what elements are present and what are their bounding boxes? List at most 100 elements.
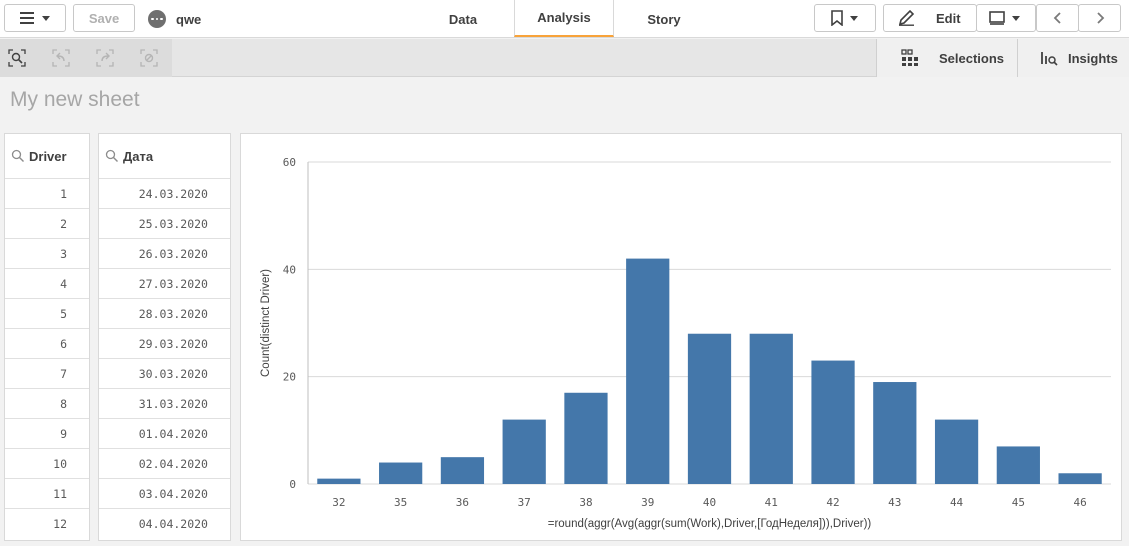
- x-tick-label: 40: [703, 496, 716, 509]
- global-menu-button[interactable]: [4, 4, 66, 32]
- date-pane-title: Дата: [123, 148, 154, 164]
- chart-bar[interactable]: [749, 333, 793, 484]
- x-tick-label: 38: [579, 496, 592, 509]
- selections-grid-icon: [901, 49, 918, 66]
- edit-label: Edit: [936, 10, 961, 26]
- list-item[interactable]: 28.03.2020: [99, 298, 230, 328]
- x-tick-label: 32: [332, 496, 345, 509]
- x-tick-label: 39: [641, 496, 654, 509]
- insights-icon: [1041, 52, 1058, 66]
- chart-bar[interactable]: [379, 462, 423, 484]
- y-axis-title: Count(distinct Driver): [260, 269, 272, 377]
- x-tick-label: 36: [456, 496, 469, 509]
- list-item[interactable]: 7: [5, 358, 89, 388]
- bookmarks-button[interactable]: [814, 4, 876, 32]
- edit-button[interactable]: Edit: [883, 4, 977, 32]
- selection-toolbar: Selections Insights: [0, 39, 1129, 77]
- list-item[interactable]: 31.03.2020: [99, 388, 230, 418]
- app-more-icon: [148, 10, 166, 28]
- list-item[interactable]: 30.03.2020: [99, 358, 230, 388]
- chart-bar[interactable]: [873, 382, 917, 484]
- list-item[interactable]: 29.03.2020: [99, 328, 230, 358]
- insights-label: Insights: [1068, 50, 1118, 66]
- chart-bar[interactable]: [1058, 473, 1102, 484]
- list-item[interactable]: 26.03.2020: [99, 238, 230, 268]
- y-tick-label: 60: [283, 156, 296, 169]
- y-tick-label: 0: [289, 478, 296, 491]
- clear-selections-icon[interactable]: [140, 49, 158, 67]
- bookmark-icon: [831, 10, 858, 26]
- pencil-icon: [898, 10, 915, 26]
- list-item[interactable]: 9: [5, 418, 89, 448]
- list-item[interactable]: 01.04.2020: [99, 418, 230, 448]
- step-back-icon[interactable]: [52, 49, 70, 67]
- app-name: qwe: [176, 11, 202, 27]
- list-item[interactable]: 10: [5, 448, 89, 478]
- tab-analysis[interactable]: Analysis: [514, 0, 614, 37]
- save-button[interactable]: Save: [73, 4, 135, 32]
- list-item[interactable]: 03.04.2020: [99, 478, 230, 508]
- list-item[interactable]: 5: [5, 298, 89, 328]
- list-item[interactable]: 4: [5, 268, 89, 298]
- x-tick-label: 44: [950, 496, 964, 509]
- list-item[interactable]: 25.03.2020: [99, 208, 230, 238]
- x-axis-title: =round(aggr(Avg(aggr(sum(Work),Driver,[Г…: [548, 518, 872, 530]
- driver-filter-pane[interactable]: Driver 1 2 3 4 5 6 7 8 9 10 11 12: [4, 133, 90, 541]
- list-item[interactable]: 11: [5, 478, 89, 508]
- chart-bar[interactable]: [317, 478, 361, 484]
- next-sheet-button[interactable]: [1078, 4, 1121, 32]
- driver-list: 1 2 3 4 5 6 7 8 9 10 11 12: [5, 178, 89, 538]
- list-item[interactable]: 3: [5, 238, 89, 268]
- monitor-icon: [989, 11, 1020, 25]
- selections-label: Selections: [939, 50, 1005, 66]
- hamburger-menu-icon: [20, 12, 50, 24]
- chart-bar[interactable]: [440, 457, 485, 484]
- tab-data[interactable]: Data: [448, 11, 478, 27]
- top-toolbar: Save qwe Data Analysis Story Edit: [0, 0, 1129, 38]
- selections-button[interactable]: Selections: [876, 39, 1017, 77]
- bar-chart[interactable]: 0 20 40 60 32 35 36 37 38 39 40 41 42 43 44 45 46 =round(…: [241, 134, 1121, 540]
- device-view-button[interactable]: [976, 4, 1036, 32]
- chart-bar[interactable]: [996, 446, 1040, 484]
- list-item[interactable]: 24.03.2020: [99, 178, 230, 208]
- chart-bar[interactable]: [811, 360, 855, 484]
- bar-chart-card[interactable]: 0 20 40 60 32 35 36 37 38 39 40 41 42 43 44 45 46 =round(…: [240, 133, 1122, 541]
- selection-tools: [0, 39, 172, 77]
- list-item[interactable]: 27.03.2020: [99, 268, 230, 298]
- chart-bar[interactable]: [626, 258, 670, 484]
- sheet-title: My new sheet: [10, 88, 140, 111]
- tab-story[interactable]: Story: [647, 11, 681, 27]
- list-item[interactable]: 04.04.2020: [99, 508, 230, 538]
- x-tick-label: 43: [888, 496, 901, 509]
- x-tick-label: 46: [1073, 496, 1086, 509]
- app-title[interactable]: qwe: [148, 0, 201, 38]
- list-item[interactable]: 02.04.2020: [99, 448, 230, 478]
- driver-pane-title: Driver: [29, 148, 67, 164]
- step-forward-icon[interactable]: [96, 49, 114, 67]
- list-item[interactable]: 6: [5, 328, 89, 358]
- search-icon: [105, 149, 118, 162]
- previous-sheet-button[interactable]: [1036, 4, 1079, 32]
- x-tick-label: 41: [765, 496, 778, 509]
- chart-bar[interactable]: [502, 419, 546, 484]
- date-filter-pane[interactable]: Дата 24.03.2020 25.03.2020 26.03.2020 27.03…: [98, 133, 231, 541]
- x-tick-label: 42: [826, 496, 839, 509]
- chart-bar[interactable]: [564, 392, 608, 484]
- chart-bar[interactable]: [687, 333, 732, 484]
- x-tick-label: 45: [1012, 496, 1025, 509]
- list-item[interactable]: 12: [5, 508, 89, 538]
- y-tick-label: 40: [283, 263, 296, 276]
- chart-bar[interactable]: [934, 419, 979, 484]
- date-pane-header[interactable]: Дата: [99, 134, 230, 178]
- x-tick-label: 37: [518, 496, 531, 509]
- driver-pane-header[interactable]: Driver: [5, 134, 89, 178]
- list-item[interactable]: 8: [5, 388, 89, 418]
- y-tick-label: 20: [283, 371, 296, 384]
- insights-button[interactable]: Insights: [1017, 39, 1129, 77]
- date-list: 24.03.2020 25.03.2020 26.03.2020 27.03.2020…: [99, 178, 230, 538]
- list-item[interactable]: 1: [5, 178, 89, 208]
- smart-search-icon[interactable]: [8, 49, 26, 67]
- list-item[interactable]: 2: [5, 208, 89, 238]
- chevron-left-icon: [1053, 12, 1061, 24]
- search-icon: [11, 149, 24, 162]
